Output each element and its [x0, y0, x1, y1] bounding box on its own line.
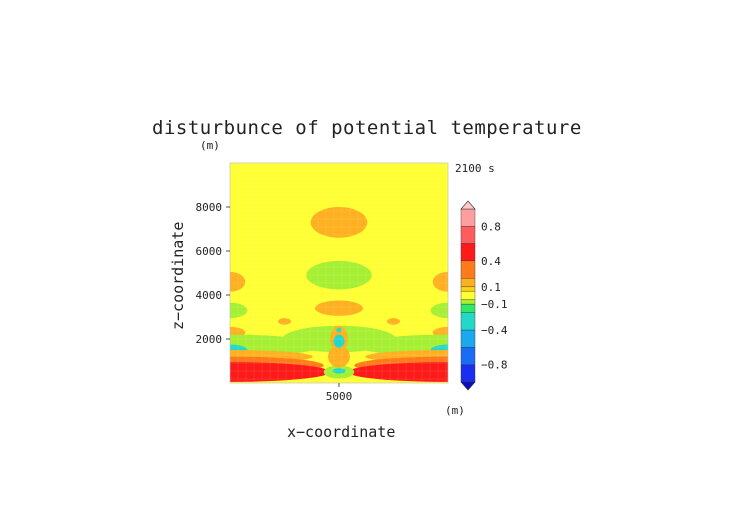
time-label: 2100 s [455, 162, 495, 175]
contour-region-26 [336, 328, 342, 333]
contour-region-23 [328, 345, 350, 368]
contour-region-5 [230, 302, 248, 319]
contour-region-21 [347, 362, 448, 382]
contour-region-4 [315, 300, 363, 316]
colorbar-band-8 [460, 303, 476, 313]
colorbar-label: 0.8 [481, 220, 501, 233]
colorbar-band-3 [460, 260, 476, 279]
colorbar-band-10 [460, 329, 476, 348]
colorbar-over-arrow [460, 200, 476, 210]
colorbar-band-7 [460, 299, 476, 305]
y-tick-label: 6000 [196, 245, 223, 258]
contour-region-8 [386, 318, 401, 325]
y-axis-title: z−coordinate [169, 222, 187, 330]
contour-region-20 [230, 362, 331, 382]
contour-region-27 [332, 368, 346, 374]
contour-region-7 [277, 318, 292, 325]
chart-title: disturbunce of potential temperature [152, 117, 582, 139]
contour-region-2 [230, 271, 246, 292]
colorbar-band-0 [460, 208, 476, 227]
colorbar-band-1 [460, 226, 476, 244]
colorbar: 0.8 0.4 0.1 −0.1 −0.4 −0.8 [460, 200, 508, 391]
contour-region-3 [432, 271, 448, 292]
x-ticks: 5000 [326, 383, 353, 403]
x-tick-label: 5000 [326, 390, 353, 403]
colorbar-band-11 [460, 347, 476, 365]
colorbar-band-9 [460, 312, 476, 331]
contour-region-6 [430, 302, 448, 319]
colorbar-band-5 [460, 286, 476, 292]
contour-region-0 [310, 207, 368, 238]
y-unit-label: (m) [200, 139, 220, 152]
colorbar-label: 0.4 [481, 255, 501, 268]
contour-region-25 [333, 334, 345, 348]
colorbar-band-12 [460, 364, 476, 383]
x-axis-title: x−coordinate [287, 423, 395, 441]
colorbar-label: −0.4 [481, 324, 508, 337]
y-tick-label: 4000 [196, 289, 223, 302]
colorbar-band-6 [460, 290, 476, 301]
colorbar-under-arrow [460, 381, 476, 391]
colorbar-label: −0.8 [481, 359, 508, 372]
y-tick-label: 8000 [196, 201, 223, 214]
colorbar-label: 0.1 [481, 281, 501, 294]
contour-region-1 [306, 260, 372, 290]
y-ticks: 2000 4000 6000 8000 [196, 201, 230, 346]
x-unit-label: (m) [445, 404, 465, 417]
y-tick-label: 2000 [196, 333, 223, 346]
colorbar-band-2 [460, 243, 476, 262]
plot-area [230, 163, 448, 383]
colorbar-band-4 [460, 278, 476, 288]
colorbar-label: −0.1 [481, 298, 508, 311]
